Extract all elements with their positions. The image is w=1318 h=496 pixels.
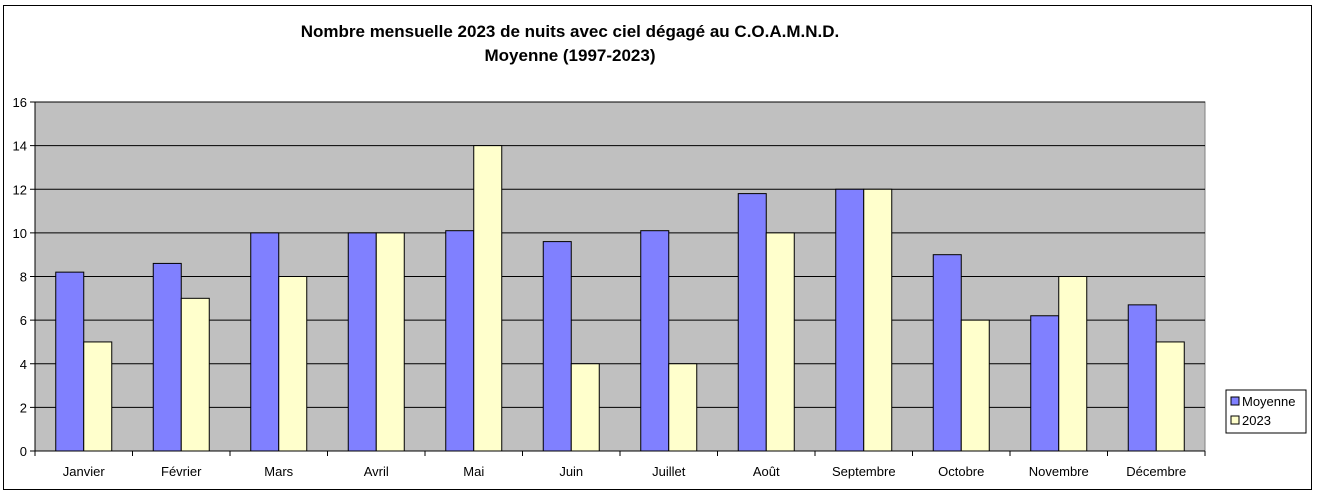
x-tick-label: Mars [264,464,293,479]
x-tick-label: Juin [559,464,583,479]
y-tick-label: 8 [20,270,27,285]
bar-moyenne-2 [250,232,280,452]
bar-2023-3 [375,232,405,452]
bar-2023-10 [1058,276,1088,452]
bar-moyenne-5 [542,241,572,452]
bar-moyenne-11 [1127,304,1157,452]
y-tick-label: 12 [13,182,27,197]
legend-label: Moyenne [1242,394,1295,409]
bar-2023-9 [960,319,990,452]
bar-moyenne-9 [932,254,962,452]
x-tick-label: Septembre [832,464,896,479]
x-tick-label: Avril [364,464,389,479]
bar-2023-6 [668,363,698,452]
y-tick-label: 14 [13,139,27,154]
x-tick-label: Juillet [652,464,686,479]
y-tick-label: 2 [20,400,27,415]
bar-moyenne-4 [445,230,475,452]
chart-subtitle: Moyenne (1997-2023) [484,46,655,65]
x-tick-label: Mai [463,464,484,479]
x-tick-label: Août [753,464,780,479]
x-tick-label: Octobre [938,464,984,479]
bar-2023-7 [765,232,795,452]
bar-2023-11 [1155,341,1185,452]
bar-moyenne-6 [640,230,670,452]
bar-2023-2 [278,276,308,452]
y-tick-label: 10 [13,226,27,241]
bar-moyenne-0 [55,271,85,452]
x-tick-label: Décembre [1126,464,1186,479]
legend-swatch-moyenne [1230,396,1240,406]
legend-swatch-2023 [1230,415,1240,425]
y-tick-label: 4 [20,357,27,372]
bar-2023-4 [473,145,503,452]
bar-2023-0 [83,341,113,452]
bar-moyenne-7 [737,193,767,452]
y-tick-label: 6 [20,313,27,328]
y-tick-label: 0 [20,444,27,459]
bar-2023-1 [180,297,210,452]
bar-moyenne-8 [835,188,865,452]
chart-title: Nombre mensuelle 2023 de nuits avec ciel… [301,22,840,41]
legend-label: 2023 [1242,413,1271,428]
bar-2023-8 [863,188,893,452]
y-tick-label: 16 [13,95,27,110]
x-tick-label: Novembre [1029,464,1089,479]
bar-moyenne-1 [152,262,182,452]
x-tick-label: Janvier [63,464,106,479]
bar-2023-5 [570,363,600,452]
x-tick-label: Février [161,464,202,479]
bar-moyenne-10 [1030,315,1060,452]
bar-moyenne-3 [347,232,377,452]
